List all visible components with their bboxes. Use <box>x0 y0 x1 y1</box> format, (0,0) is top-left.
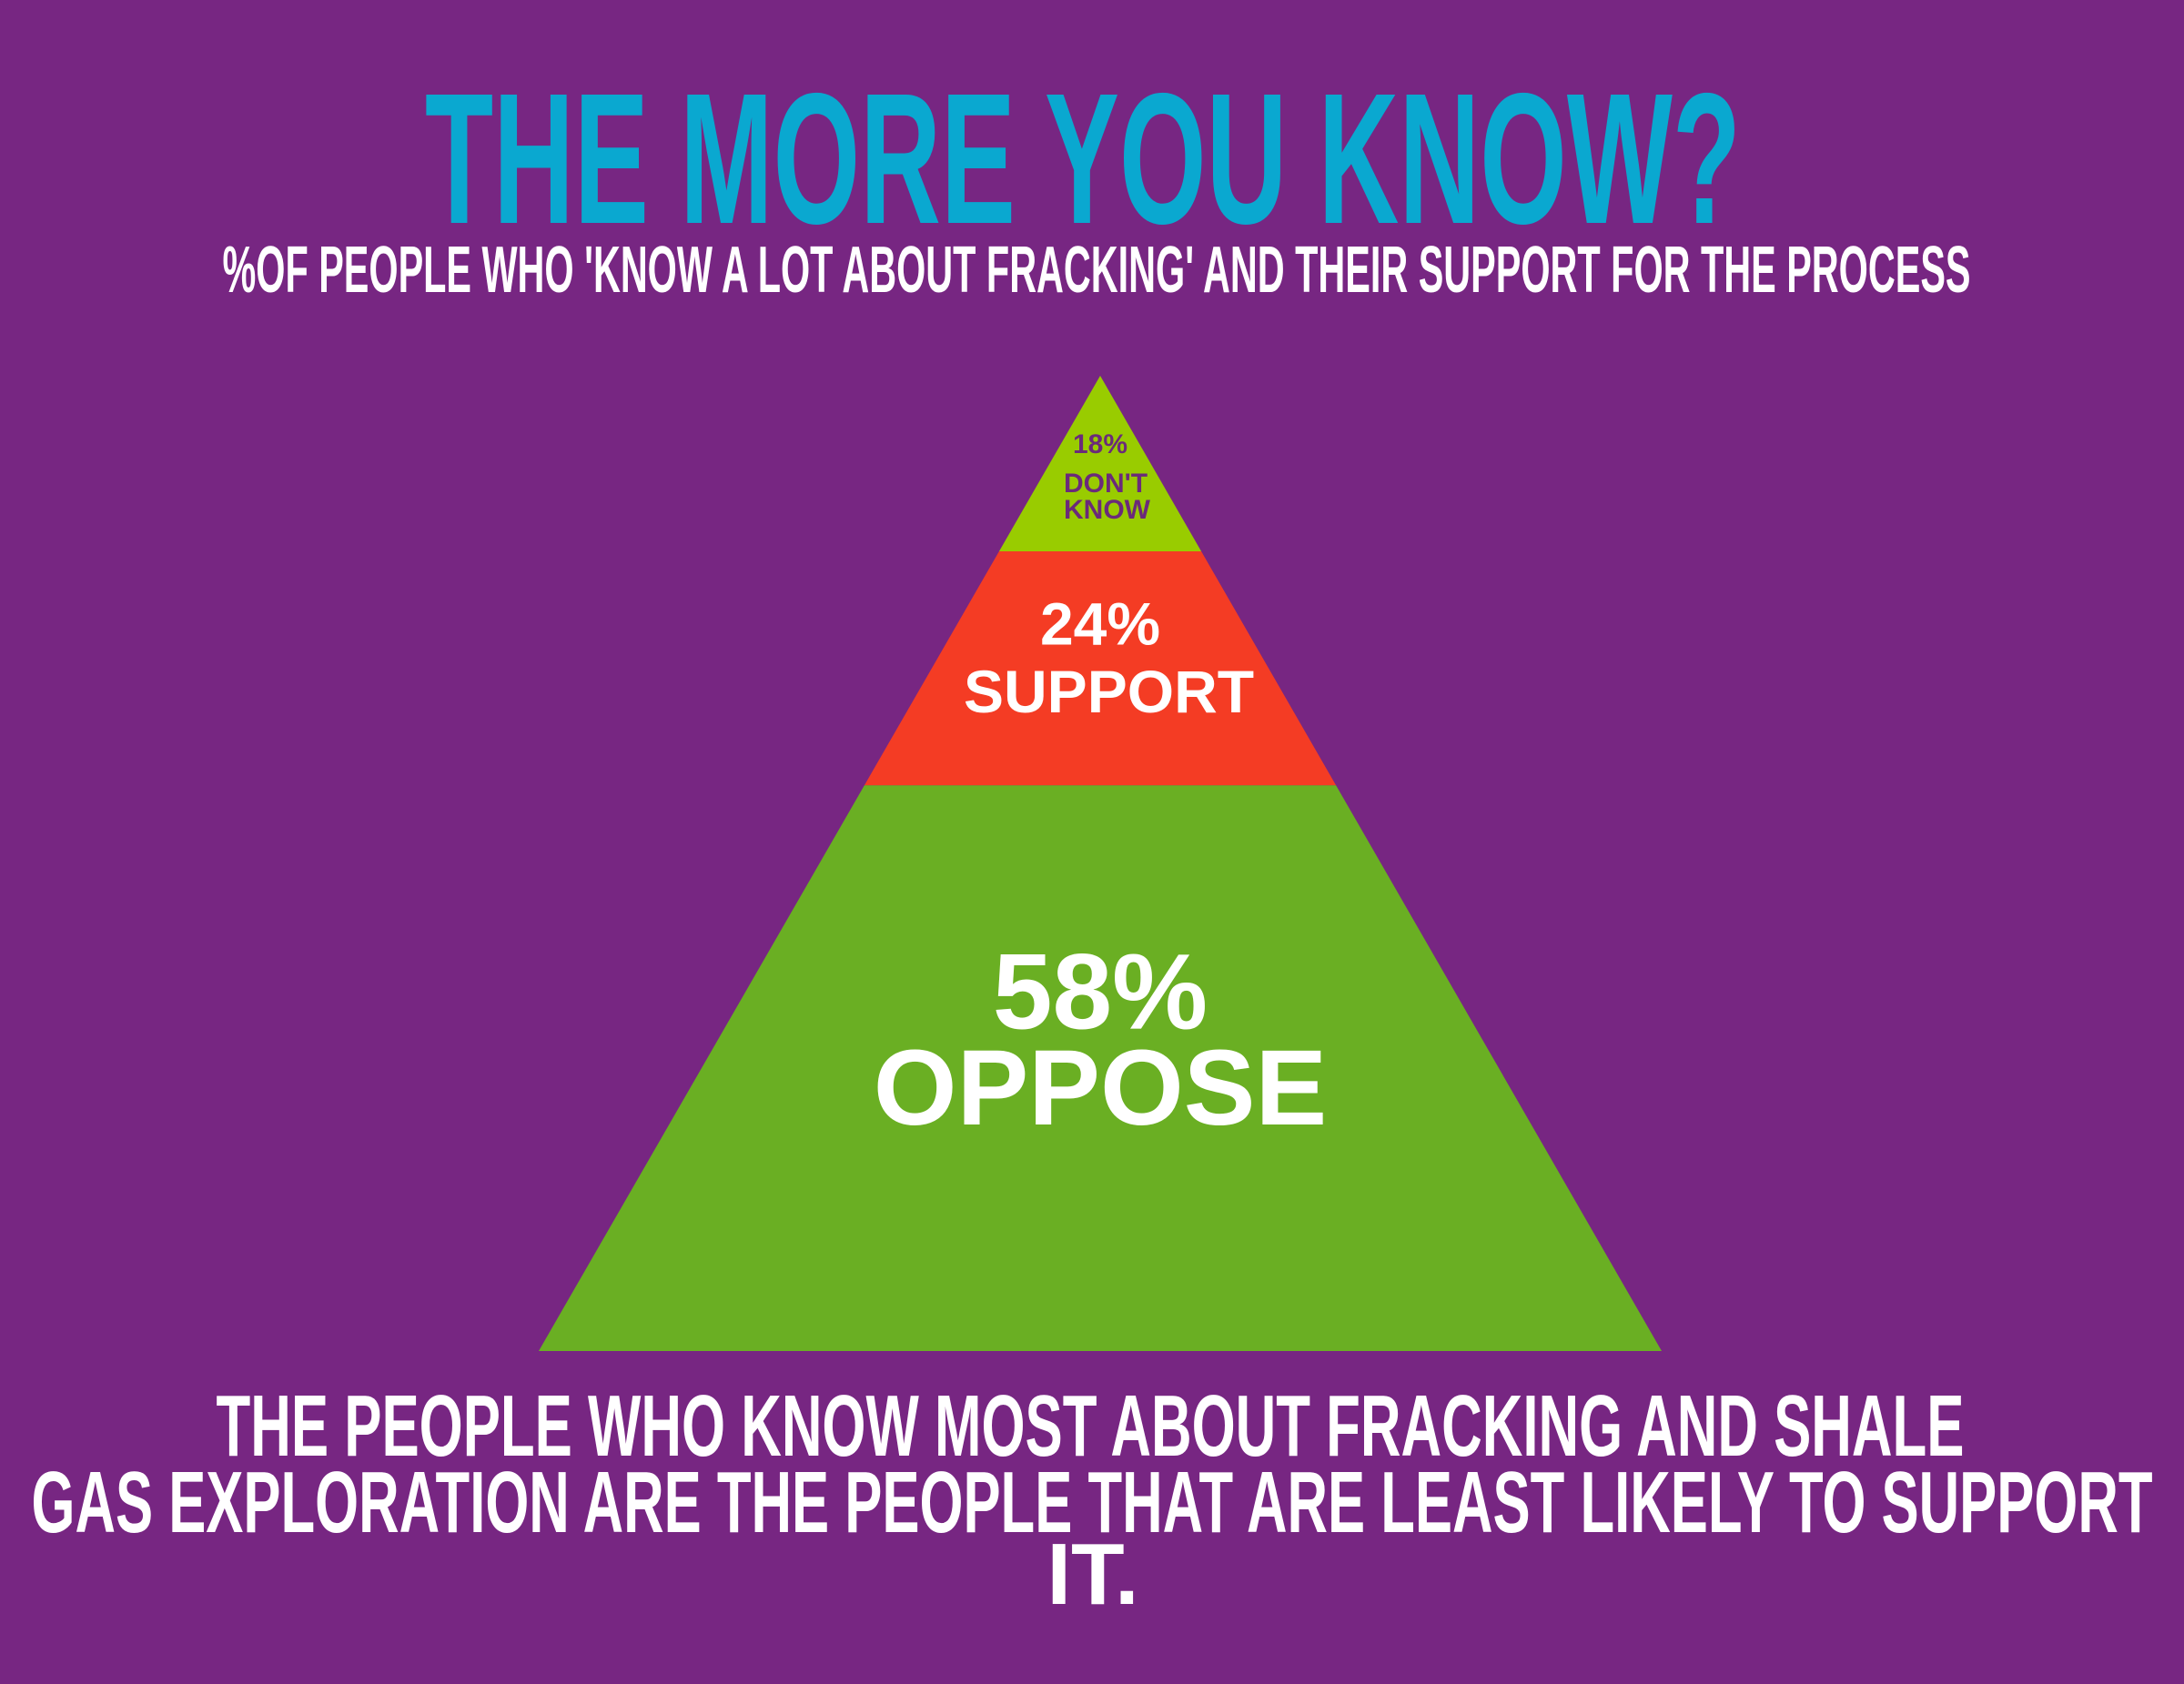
pyramid-segment <box>998 376 1202 551</box>
category-label-box: DON'T KNOW <box>1064 471 1150 525</box>
chart-subtitle: %OF PEOPLE WHO 'KNOW A LOT ABOUT FRACKIN… <box>223 234 1971 307</box>
category-label: DON'T KNOW <box>1064 471 1150 525</box>
value-label: 24% <box>1040 590 1160 657</box>
category-label-box: SUPPORT <box>964 663 1255 726</box>
annotation-line: IT. <box>1046 1526 1138 1623</box>
annotation-line: THE PEOPLE WHO KNOW MOST ABOUT FRACKING … <box>217 1377 1965 1475</box>
pyramid-segment <box>864 550 1337 786</box>
category-label-box: OPPOSE <box>873 1037 1328 1149</box>
conclusion: THE PEOPLE WHO KNOW MOST ABOUT FRACKING … <box>32 1377 2153 1623</box>
pyramid-segment <box>539 785 1662 1351</box>
value-label: 18% <box>1073 429 1127 459</box>
category-label: OPPOSE <box>873 1037 1328 1149</box>
value-label: 58% <box>993 933 1208 1053</box>
pyramid: 18% DON'T KNOW 24%SUPPORT 58%OPPOSE <box>539 376 1662 1351</box>
chart-title: THE MORE YOU KNOW? <box>425 55 1741 263</box>
category-label: SUPPORT <box>964 663 1255 726</box>
annotation-line: GAS EXPLORATION ARE THE PEOPLE THAT ARE … <box>32 1454 2153 1551</box>
